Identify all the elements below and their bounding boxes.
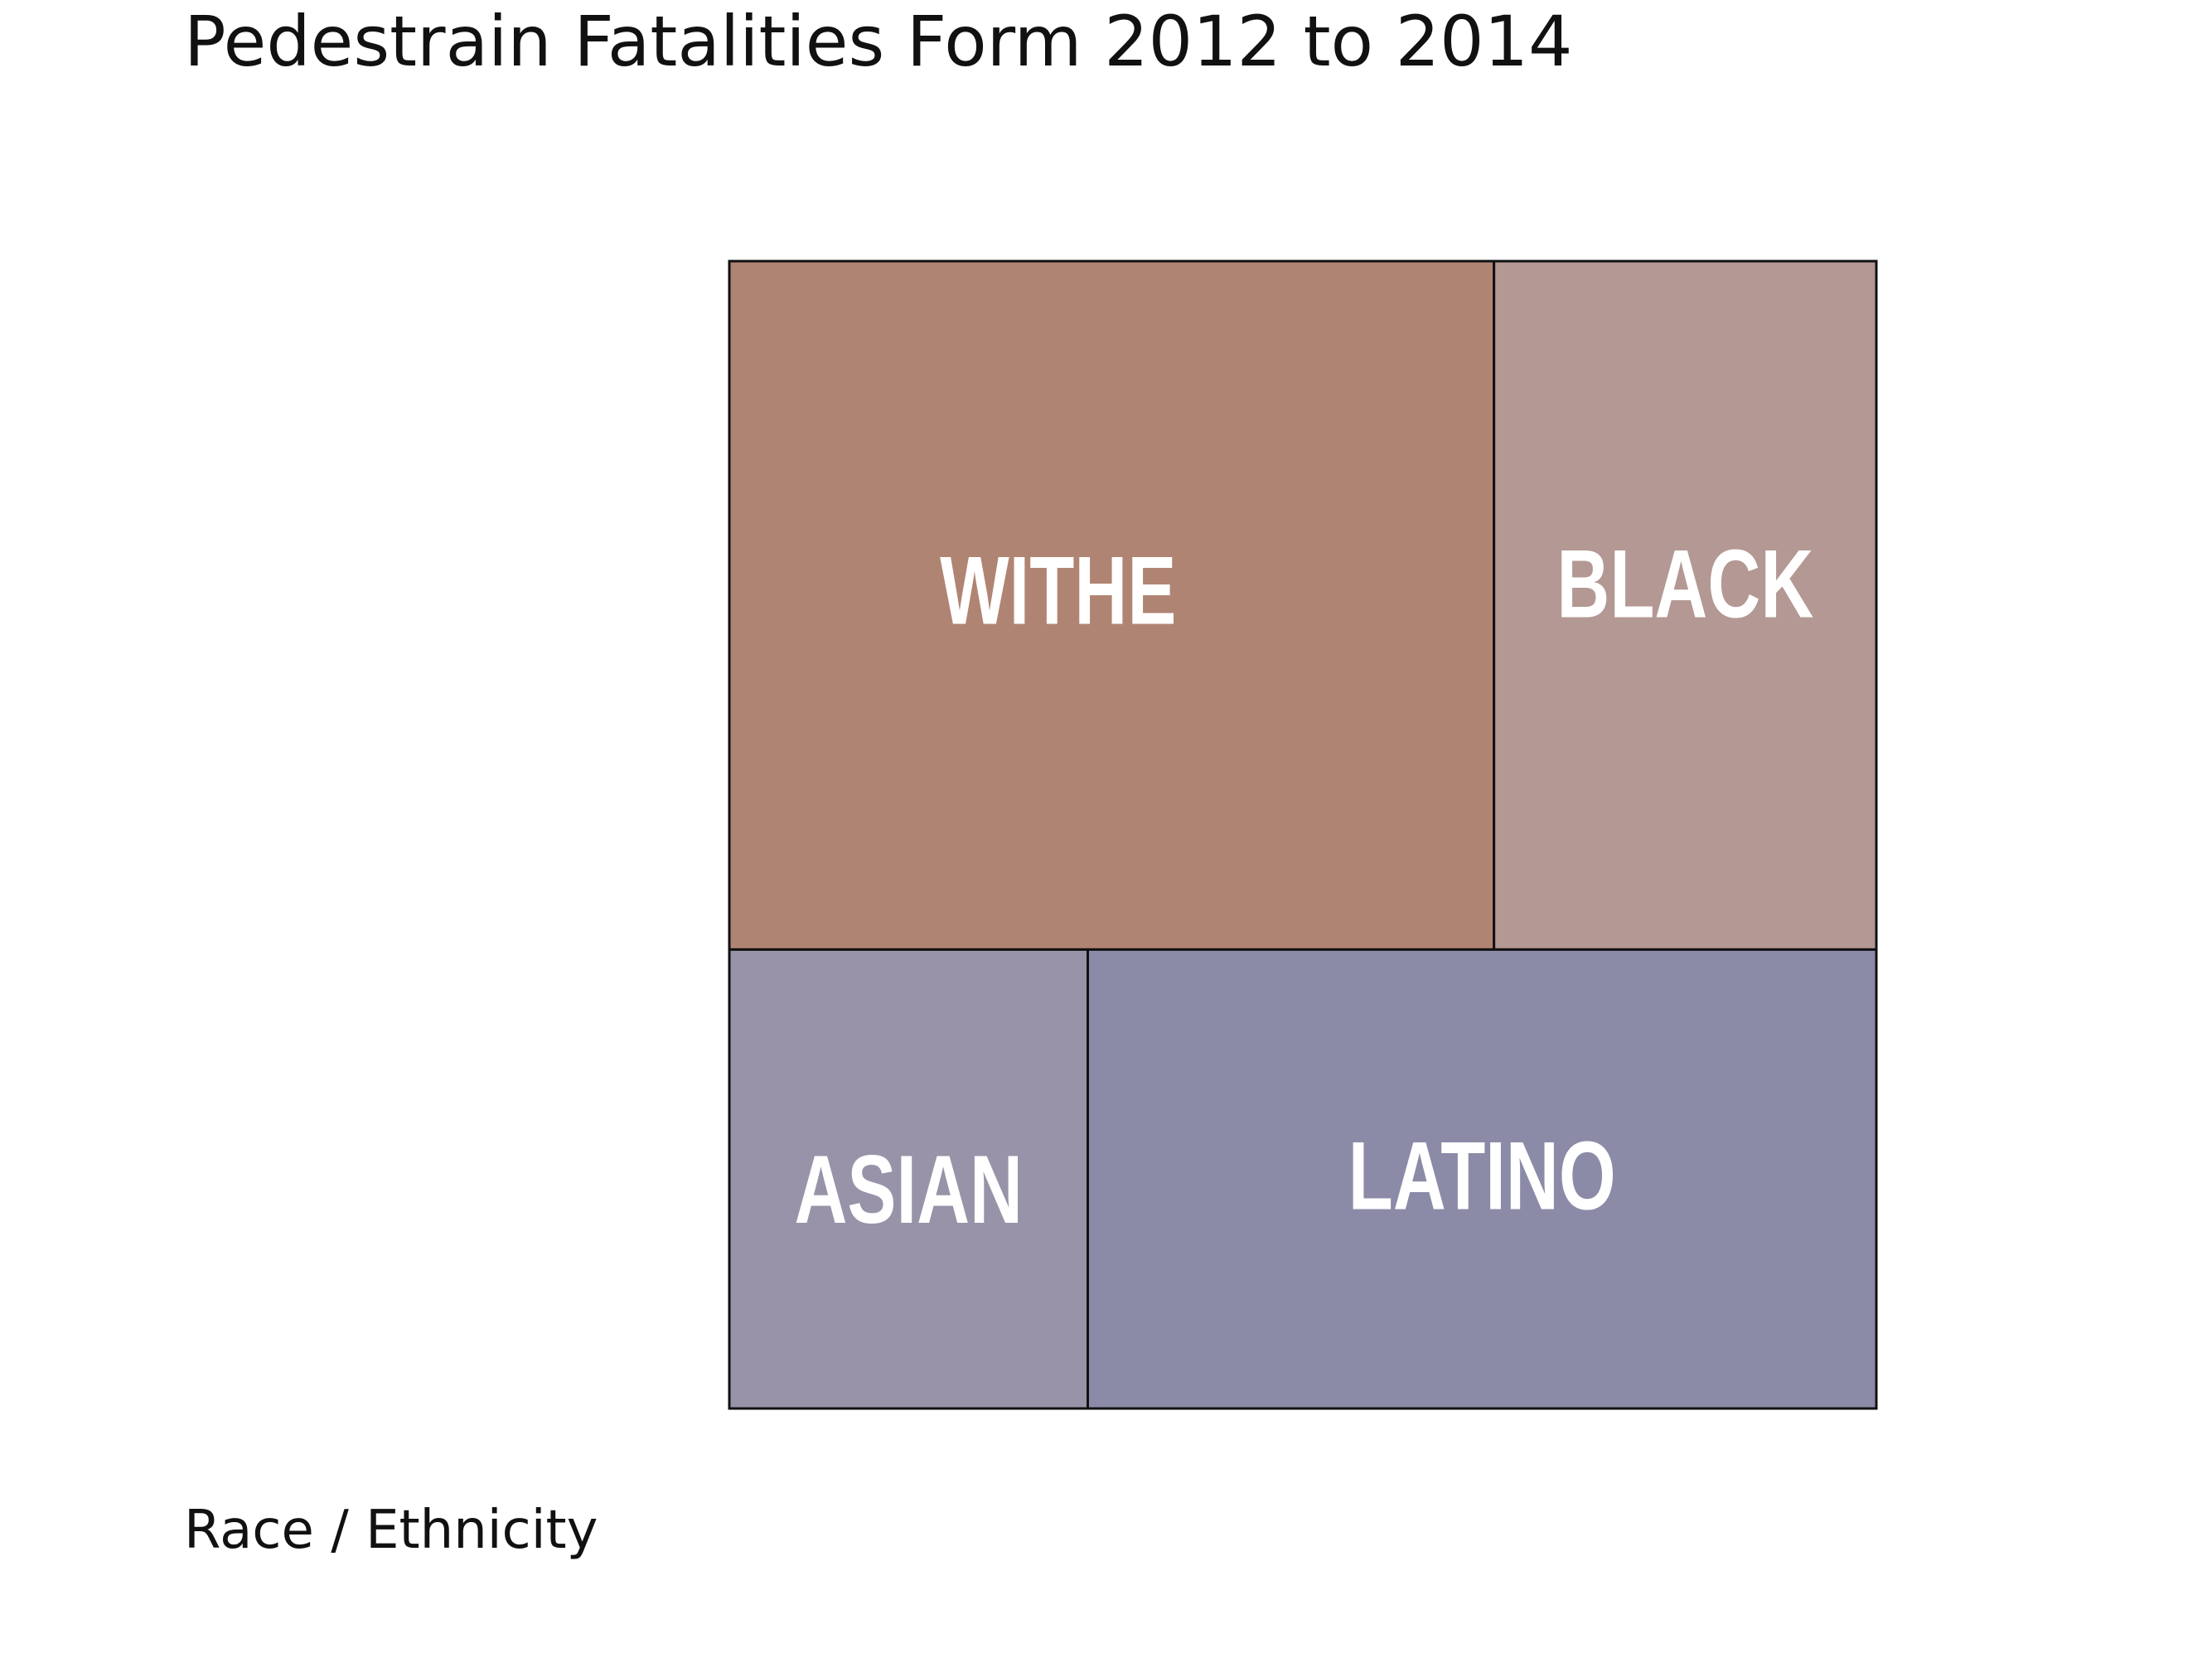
tile-latino [1087,948,1878,1410]
tile-label-latino: LATINO [1348,1122,1616,1230]
treemap-tiles [728,259,1878,1410]
tile-label-asian: ASIAN [794,1135,1023,1244]
tile-asian [728,948,1089,1410]
chart-title: Pedestrain Fatalities Form 2012 to 2014 [184,1,1573,82]
tile-withe [728,259,1496,951]
tile-label-black: BLACK [1556,530,1813,638]
tile-black [1493,259,1878,951]
footer-label: Race / Ethnicity [184,1500,598,1561]
treemap-labels: WITHE BLACK ASIAN LATINO [794,530,1813,1244]
tile-label-withe: WITHE [940,536,1176,645]
